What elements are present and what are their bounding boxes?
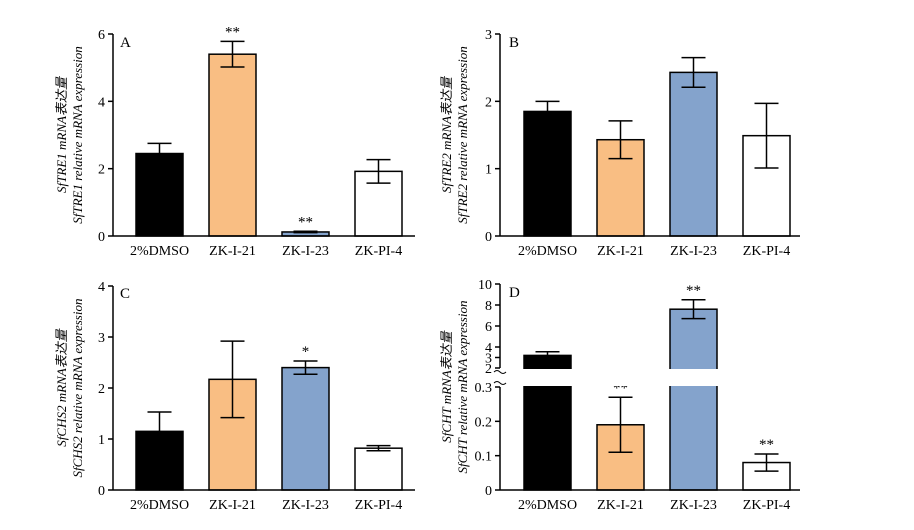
category-label: ZK-I-21 xyxy=(209,244,256,259)
y-axis-label-cn: SfCHT mRNA表达量 xyxy=(439,329,454,442)
y-tick-label: 2 xyxy=(98,163,105,178)
y-tick-label: 10 xyxy=(478,278,492,293)
category-label: ZK-PI-4 xyxy=(743,498,790,513)
significance-mark: ** xyxy=(225,24,240,40)
y-axis-label-cn: SfTRE2 mRNA表达量 xyxy=(439,75,454,193)
y-tick-label: 2 xyxy=(485,362,492,377)
bar-zk-i-21 xyxy=(208,53,257,237)
panel-c: C 2%DMSO ZK-I-21 * ZK-I-23 ZK-PI-4 0 1 2 3 4 SfCHS2… xyxy=(54,280,415,513)
y-tick-label: 0 xyxy=(485,484,492,499)
y-tick-label: 0.1 xyxy=(475,450,493,465)
y-axis-label-en: SfTRE2 relative mRNA expression xyxy=(455,46,470,224)
category-label: 2%DMSO xyxy=(518,498,577,513)
y-axis-label-en: SfCHT relative mRNA expression xyxy=(455,301,470,474)
y-axis-label-en: SfCHS2 relative mRNA expression xyxy=(70,299,85,478)
y-tick-label: 2 xyxy=(485,95,492,110)
y-tick-label: 1 xyxy=(98,433,105,448)
y-tick-label: 0.3 xyxy=(475,381,493,396)
bar-zk-pi-4 xyxy=(742,134,791,237)
category-label: ZK-I-23 xyxy=(282,244,329,259)
y-tick-label: 3 xyxy=(98,331,105,346)
category-label: ZK-I-21 xyxy=(597,244,644,259)
axis-break-mark xyxy=(493,370,507,374)
category-label: ZK-PI-4 xyxy=(355,498,402,513)
significance-mark: ** xyxy=(298,214,313,230)
bar-zk-i-23 xyxy=(669,71,718,237)
y-tick-label: 4 xyxy=(98,95,105,110)
bar-zk-pi-4 xyxy=(354,447,403,491)
category-label: ZK-I-23 xyxy=(670,498,717,513)
bar-2-dmso xyxy=(135,152,184,237)
panel-letter: C xyxy=(120,286,130,302)
y-tick-label: 4 xyxy=(485,341,492,356)
y-tick-label: 0.2 xyxy=(475,415,493,430)
bar-zk-i-23 xyxy=(281,366,330,491)
y-tick-label: 3 xyxy=(485,28,492,43)
category-label: ZK-I-23 xyxy=(282,498,329,513)
category-label: 2%DMSO xyxy=(130,498,189,513)
axis-break-gap xyxy=(494,369,800,386)
category-label: ZK-I-23 xyxy=(670,244,717,259)
bar-zk-i-23 xyxy=(669,308,718,491)
significance-mark: * xyxy=(302,344,310,360)
significance-mark: ** xyxy=(759,437,774,453)
y-tick-label: 8 xyxy=(485,299,492,314)
panel-a: A 2%DMSO ** ZK-I-21 ** ZK-I-23 ZK-PI-4 0 2 4 6 SfTR… xyxy=(54,24,415,259)
panel-b: B 2%DMSO ZK-I-21 ZK-I-23 ZK-PI-4 0 1 2 3 SfTRE2 m… xyxy=(439,28,800,259)
y-tick-label: 6 xyxy=(98,28,105,43)
y-tick-label: 3 xyxy=(485,352,492,367)
category-label: 2%DMSO xyxy=(130,244,189,259)
category-label: ZK-I-21 xyxy=(597,498,644,513)
y-tick-label: 6 xyxy=(485,320,492,335)
panel-letter: A xyxy=(120,35,131,51)
y-tick-label: 0 xyxy=(485,230,492,245)
y-axis-label-cn: SfCHS2 mRNA表达量 xyxy=(54,327,69,446)
y-tick-label: 1 xyxy=(485,163,492,178)
y-tick-label: 2 xyxy=(98,382,105,397)
y-tick-label: 0 xyxy=(98,484,105,499)
y-tick-label: 4 xyxy=(98,280,105,295)
bar-2-dmso xyxy=(523,110,572,237)
y-tick-label: 0 xyxy=(98,230,105,245)
panel-letter: D xyxy=(509,285,520,301)
panel-d: D2%DMSO**ZK-I-21**ZK-I-23**ZK-PI-400.10.… xyxy=(439,278,800,513)
axis-break-mark xyxy=(493,381,507,385)
y-axis-label-cn: SfTRE1 mRNA表达量 xyxy=(54,75,69,193)
category-label: ZK-I-21 xyxy=(209,498,256,513)
category-label: 2%DMSO xyxy=(518,244,577,259)
category-label: ZK-PI-4 xyxy=(743,244,790,259)
panel-letter: B xyxy=(509,35,519,51)
y-axis-label-en: SfTRE1 relative mRNA expression xyxy=(70,46,85,224)
significance-mark: ** xyxy=(686,283,701,299)
category-label: ZK-PI-4 xyxy=(355,244,402,259)
